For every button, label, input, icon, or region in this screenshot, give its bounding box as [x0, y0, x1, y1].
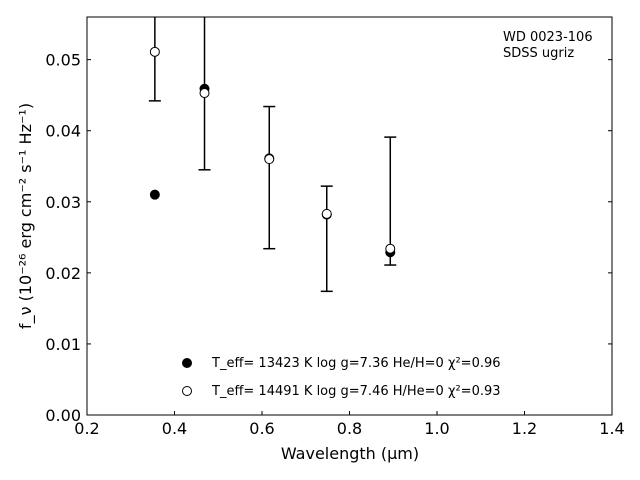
open-model-point [199, 88, 210, 99]
y-tick-label: 0.04 [45, 122, 81, 141]
y-tick-label: 0.05 [45, 51, 81, 70]
x-tick-label: 1.0 [424, 419, 449, 438]
x-tick-label: 0.2 [74, 419, 99, 438]
y-tick-label: 0.03 [45, 193, 81, 212]
filled-model-point [149, 189, 160, 200]
y-tick-label: 0.01 [45, 335, 81, 354]
x-tick-label: 0.6 [249, 419, 274, 438]
open-model-point [264, 154, 275, 165]
data-points [149, 46, 396, 258]
legend: T_eff= 13423 K log g=7.36 He/H=0 χ²=0.96… [182, 356, 501, 399]
x-axis-label: Wavelength (μm) [281, 444, 419, 463]
x-tick-label: 1.4 [599, 419, 624, 438]
y-tick-label: 0.02 [45, 264, 81, 283]
open-model-point [149, 46, 160, 57]
annotation-line-1: WD 0023-106 [503, 30, 593, 45]
annotation-line-2: SDSS ugriz [503, 46, 574, 61]
x-tick-label: 1.2 [512, 419, 537, 438]
y-tick-label: 0.00 [45, 406, 81, 425]
open-model-point [321, 208, 332, 219]
open-model-point [385, 243, 396, 254]
legend-label-1: T_eff= 13423 K log g=7.36 He/H=0 χ²=0.96 [211, 356, 501, 371]
y-axis-label: f_ν (10⁻²⁶ erg cm⁻² s⁻¹ Hz⁻¹) [16, 103, 36, 329]
legend-marker-open [182, 386, 192, 396]
legend-marker-filled [182, 358, 192, 368]
x-tick-label: 0.4 [162, 419, 187, 438]
legend-label-2: T_eff= 14491 K log g=7.46 H/He=0 χ²=0.93 [211, 384, 501, 399]
error-bars [148, 17, 397, 293]
axis-ticks: 0.2 0.4 0.6 0.8 1.0 1.2 1.4 0.00 0.01 0.02 0.03 0.0… [45, 51, 624, 438]
x-tick-label: 0.8 [337, 419, 362, 438]
